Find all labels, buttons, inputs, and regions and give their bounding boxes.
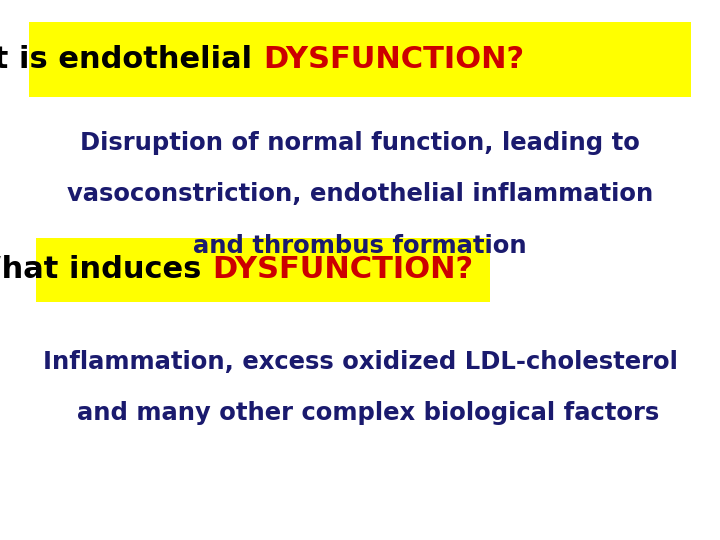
Text: DYSFUNCTION?: DYSFUNCTION? xyxy=(212,255,474,285)
Text: and thrombus formation: and thrombus formation xyxy=(193,234,527,258)
Text: What is endothelial: What is endothelial xyxy=(0,45,263,74)
Text: and many other complex biological factors: and many other complex biological factor… xyxy=(60,401,660,425)
FancyBboxPatch shape xyxy=(29,22,691,97)
FancyBboxPatch shape xyxy=(36,238,490,302)
Text: Inflammation, excess oxidized LDL-cholesterol: Inflammation, excess oxidized LDL-choles… xyxy=(42,350,678,374)
Text: What induces: What induces xyxy=(0,255,212,285)
Text: DYSFUNCTION?: DYSFUNCTION? xyxy=(263,45,524,74)
Text: Disruption of normal function, leading to: Disruption of normal function, leading t… xyxy=(80,131,640,155)
Text: vasoconstriction, endothelial inflammation: vasoconstriction, endothelial inflammati… xyxy=(67,183,653,206)
